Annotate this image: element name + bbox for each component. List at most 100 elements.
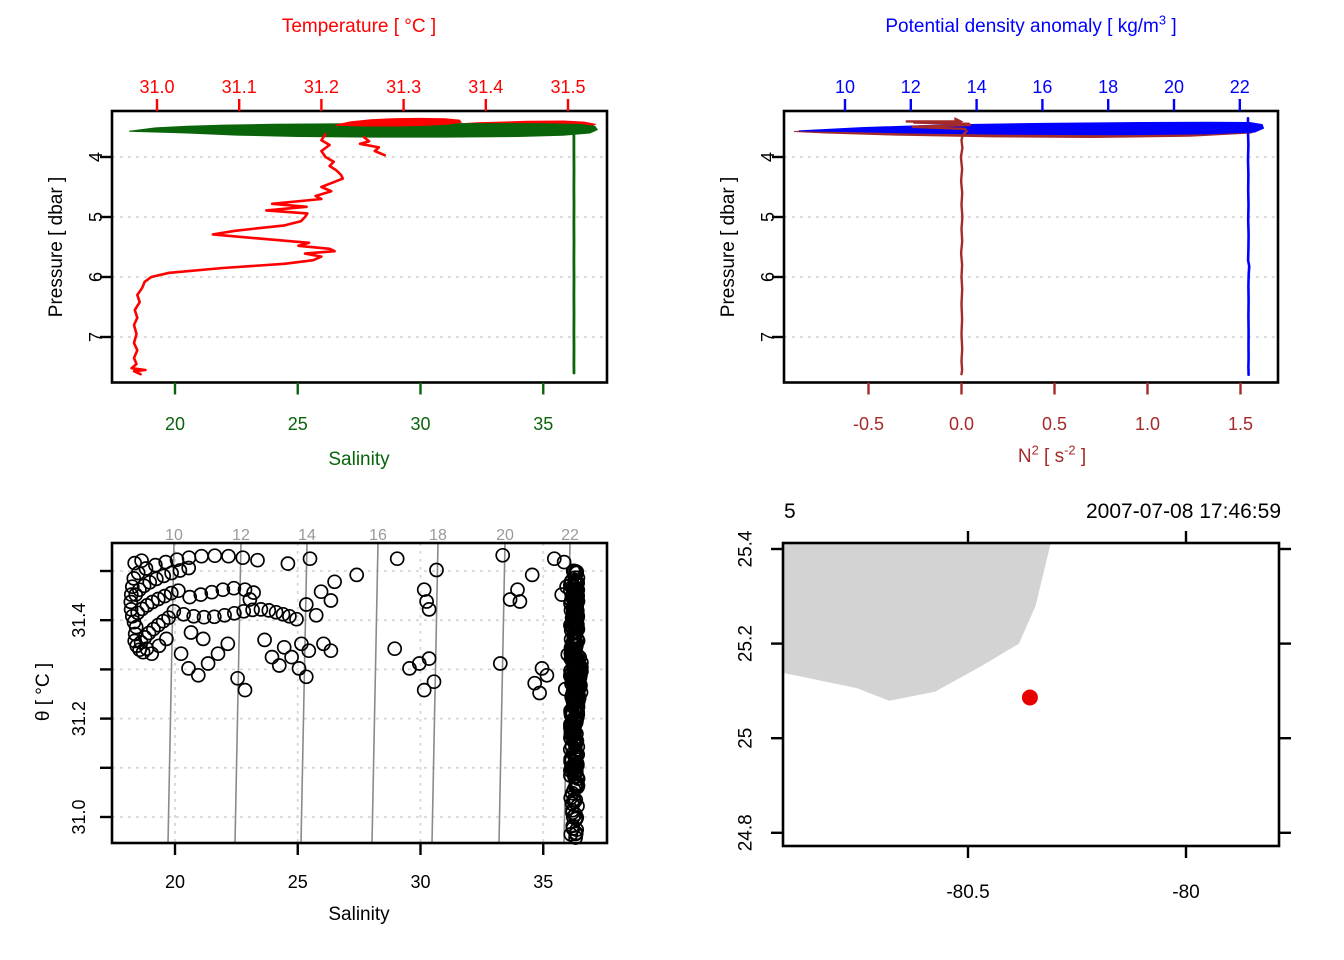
tick-label: 0.5 — [1042, 414, 1067, 434]
ts-scatter-point — [495, 547, 511, 563]
ts-salinity-axis-title: Salinity — [328, 904, 390, 925]
ts-scatter-point — [186, 608, 202, 624]
tick-label: 35 — [533, 414, 553, 434]
ts-scatter-point — [275, 606, 291, 622]
ts-scatter-point — [196, 609, 212, 625]
temperature-profile-tail — [358, 135, 387, 157]
tick-label: 25 — [736, 728, 757, 749]
tick-label: 20 — [165, 414, 185, 434]
ts-scatter-point — [246, 585, 261, 600]
superscript: -2 — [1064, 442, 1076, 458]
salinity-axis-title: Salinity — [328, 449, 390, 470]
isopycnal-line — [498, 542, 506, 844]
ts-scatter-point — [176, 606, 191, 622]
isopycnal-label: 18 — [429, 527, 447, 544]
ts-scatter-point — [568, 588, 584, 604]
ts-scatter-point — [568, 806, 583, 822]
cast-datetime-label: 2007-07-08 17:46:59 — [1086, 500, 1281, 523]
ts-scatter-point — [569, 652, 585, 668]
tick-label: 31.4 — [468, 77, 503, 97]
tick-label: 31.0 — [69, 799, 89, 834]
ts-scatter-point — [302, 551, 318, 567]
ts-scatter-point — [539, 667, 555, 683]
isopycnal-label: 12 — [232, 527, 250, 544]
temperature-surface-blob — [335, 117, 463, 127]
ts-scatter-point — [226, 580, 242, 596]
plot-box — [110, 541, 609, 845]
isopycnal-label: 20 — [496, 527, 514, 544]
ts-scatter-point — [566, 617, 581, 632]
tick-label: 25.2 — [736, 625, 757, 662]
ts-scatter-point — [236, 603, 252, 619]
tick-label: 30 — [410, 872, 430, 892]
ts-scatter-point — [207, 548, 223, 564]
ts-scatter-point — [132, 582, 147, 598]
ts-scatter-point — [556, 554, 572, 570]
ts-scatter-point — [159, 631, 174, 647]
ts-scatter-point — [230, 670, 245, 686]
ts-scatter-point — [429, 562, 444, 578]
ts-scatter-point — [568, 574, 584, 589]
ts-scatter-point — [163, 585, 179, 601]
ts-scatter-point — [227, 605, 242, 621]
ts-scatter-point — [206, 609, 222, 625]
ts-scatter-point — [294, 636, 309, 652]
ts-scatter-point — [569, 565, 585, 581]
ts-scatter-point — [133, 634, 149, 650]
ts-scatter-point — [276, 639, 292, 655]
label-text: ] — [1075, 446, 1087, 467]
tick-label: 22 — [1230, 77, 1250, 97]
isopycnal-label: 22 — [561, 527, 579, 544]
ts-scatter-point — [124, 579, 140, 595]
ts-scatter-point — [349, 567, 365, 583]
ts-scatter-point — [572, 650, 588, 665]
ts-scatter-point — [568, 811, 584, 826]
ts-scatter-point — [130, 605, 146, 621]
n2-axis-title: N2 [ s-2 ] — [1018, 442, 1087, 468]
density-axis-title: Potential density anomaly [ kg/m3 ] — [885, 14, 1177, 38]
ts-scatter-point — [564, 723, 580, 739]
ts-scatter-point — [316, 636, 331, 652]
temperature-profile-line — [130, 132, 345, 376]
ts-scatter-point — [280, 556, 296, 571]
ts-scatter-point — [492, 656, 508, 671]
tick-label: 12 — [901, 77, 921, 97]
ts-scatter-point — [323, 643, 339, 659]
tick-label: 16 — [1032, 77, 1052, 97]
land-polygon — [783, 542, 1051, 701]
ts-scatter-point — [271, 658, 287, 673]
ts-scatter-point — [195, 631, 211, 647]
tick-label: 6 — [758, 272, 778, 282]
ts-scatter-point — [268, 604, 284, 620]
ts-scatter-point — [313, 584, 329, 600]
label-text: ] — [1166, 16, 1177, 37]
ts-scatter-point — [134, 553, 149, 569]
isopycnal-label: 14 — [298, 527, 316, 544]
ts-scatter-point — [127, 555, 143, 571]
ts-scatter-point — [301, 643, 317, 659]
ts-scatter-point — [150, 617, 166, 633]
ts-scatter-point — [141, 625, 157, 641]
ts-scatter-point — [151, 638, 167, 654]
tick-label: 25.4 — [736, 530, 757, 567]
ts-scatter-point — [565, 759, 581, 775]
tick-label: 0.0 — [949, 414, 974, 434]
ts-scatter-point — [172, 563, 188, 578]
tick-label: -80 — [1172, 882, 1199, 903]
ts-scatter-point — [291, 661, 307, 676]
ts-scatter-point — [298, 669, 314, 685]
ts-scatter-point — [284, 649, 299, 665]
ts-scatter-point — [245, 602, 260, 618]
ts-scatter-point — [204, 584, 220, 600]
ts-scatter-point — [146, 621, 161, 637]
ts-scatter-point — [164, 565, 179, 581]
tick-label: 31.2 — [304, 77, 339, 97]
pressure-axis-title-right: Pressure [ dbar ] — [718, 176, 739, 318]
isopycnal-line — [431, 542, 439, 844]
density-surface-blob — [798, 121, 1265, 136]
ts-scatter-point — [128, 587, 144, 602]
tick-label: 20 — [1164, 77, 1184, 97]
tick-label: 30 — [410, 414, 430, 434]
tick-label: 35 — [533, 872, 553, 892]
